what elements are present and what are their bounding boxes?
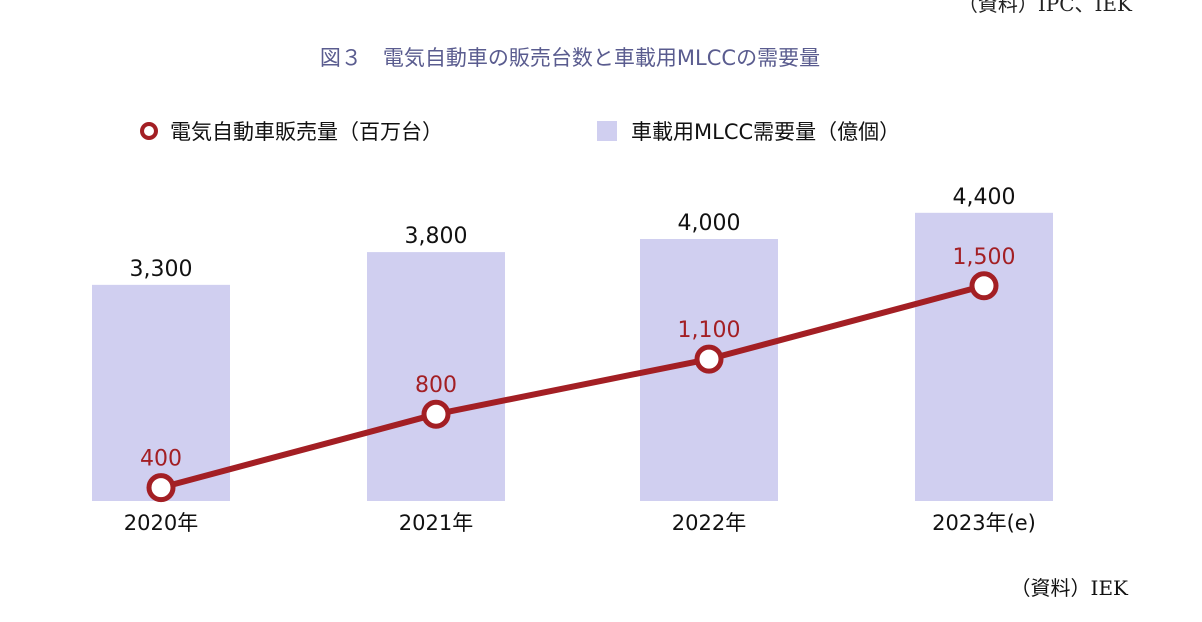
legend-circle-marker-icon [140,122,158,140]
line-value-label: 800 [415,373,457,398]
bar-value-label: 3,300 [130,257,193,282]
legend-label-ev-sales: 電気自動車販売量（百万台） [170,120,443,144]
bar-mlcc-1 [367,252,505,501]
cut-off-source-text: （資料）IPC、IEK [957,0,1132,16]
line-point-ev-sales [969,271,999,301]
x-tick-label: 2020年 [124,511,198,535]
line-point-ev-sales [421,399,451,429]
legend-bar-marker-icon [597,121,617,141]
line-value-label: 1,500 [953,245,1016,270]
legend-item-bar: 車載用MLCC需要量（億個） [597,116,900,146]
bar-mlcc-0 [92,284,230,501]
line-value-label: 400 [140,447,182,472]
line-point-ev-sales [146,473,176,503]
line-point-ev-sales [694,344,724,374]
x-tick-label: 2021年 [399,511,473,535]
legend-label-mlcc-demand: 車載用MLCC需要量（億個） [631,120,901,144]
chart-title: 図３ 電気自動車の販売台数と車載用MLCCの需要量 [319,46,821,70]
line-value-label: 1,100 [678,318,741,343]
bar-value-label: 4,000 [678,211,741,236]
x-tick-label: 2022年 [672,511,746,535]
legend-item-line: 電気自動車販売量（百万台） [140,116,443,146]
line-ev-sales [160,282,985,491]
x-tick-label: 2023年(e) [932,511,1036,535]
bar-mlcc-3 [915,212,1053,502]
bar-value-label: 3,800 [405,224,468,249]
bar-value-label: 4,400 [953,185,1016,210]
source-note: （資料）IEK [1010,576,1128,600]
